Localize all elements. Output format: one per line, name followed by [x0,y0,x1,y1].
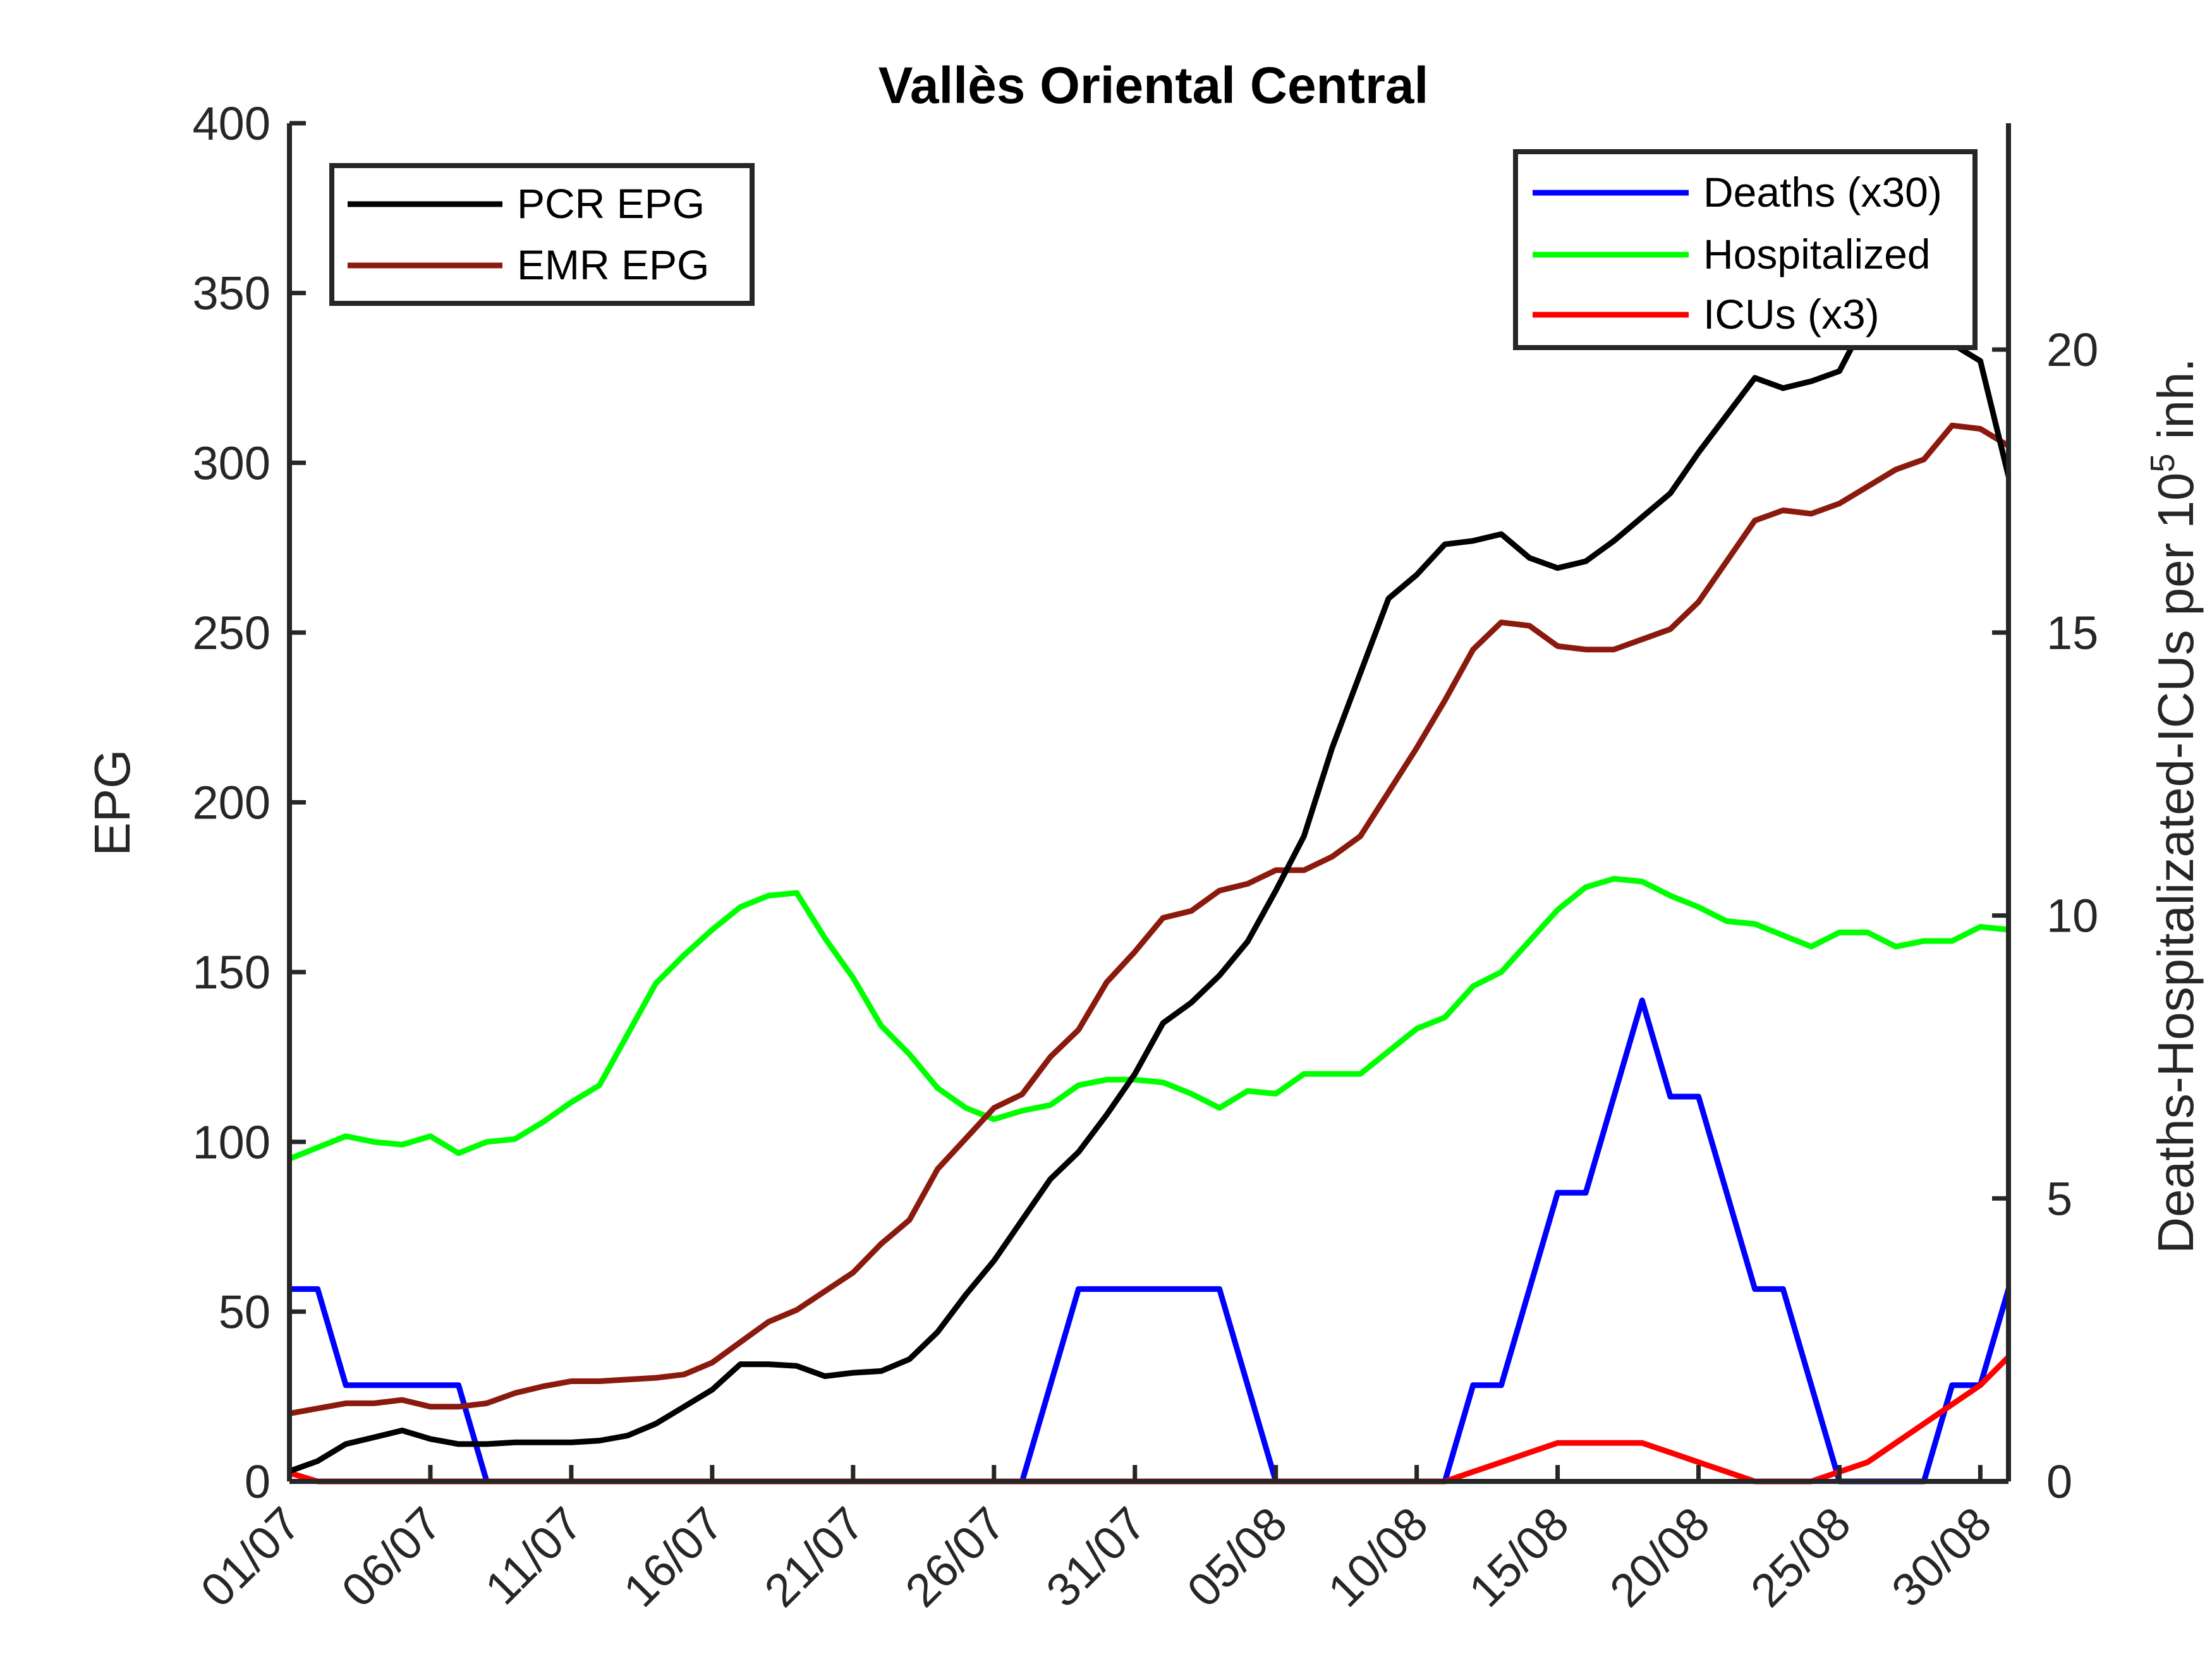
left-tick-label: 400 [193,97,270,150]
right-axis-label-suffix: inh. [2148,358,2204,453]
legend-left-box [329,163,755,306]
legend-label-icus: ICUs (x3) [1703,291,1880,337]
right-axis-ticks: 0 5 10 15 20 [1992,324,2098,1508]
left-tick-label: 50 [219,1285,270,1338]
series-line-pcr-epg [288,256,2012,1474]
left-tick-label: 250 [193,607,270,659]
right-axis-label: Deaths-Hospitalizated-ICUs per 105 inh. [2144,358,2204,1253]
left-tick-label: 200 [193,777,270,829]
right-tick-label: 10 [2046,890,2098,942]
legend-left: PCR EPG EMR EPG [329,163,755,306]
right-tick-label: 5 [2046,1172,2072,1225]
legend-right-box [1513,149,1978,350]
left-tick-label: 100 [193,1116,270,1169]
left-tick-label: 150 [193,946,270,999]
left-tick-label: 300 [193,437,270,489]
legend-right: Deaths (x30) Hospitalized ICUs (x3) [1513,149,1978,350]
right-axis-label-superscript: 5 [2144,454,2182,473]
legend-label-emr-epg: EMR EPG [517,241,709,288]
right-tick-label: 15 [2046,607,2098,659]
series-line-hospitalized [288,875,2009,1162]
series-line-emr-epg [289,422,2010,1417]
right-axis-label-base: Deaths-Hospitalizated-ICUs per 10 [2148,473,2204,1254]
left-tick-label: 350 [193,267,270,320]
legend-label-pcr-epg: PCR EPG [517,180,705,227]
legend-label-deaths: Deaths (x30) [1703,169,1942,216]
chart-title: Vallès Oriental Central [878,57,1429,114]
legend-label-hospitalized: Hospitalized [1703,231,1931,277]
left-axis-ticks: 0 50 100 150 200 250 300 350 400 [193,97,306,1508]
left-axis-label: EPG [84,750,140,856]
right-tick-label: 0 [2046,1455,2072,1508]
right-tick-label: 20 [2046,324,2098,376]
left-tick-label: 0 [245,1455,270,1508]
